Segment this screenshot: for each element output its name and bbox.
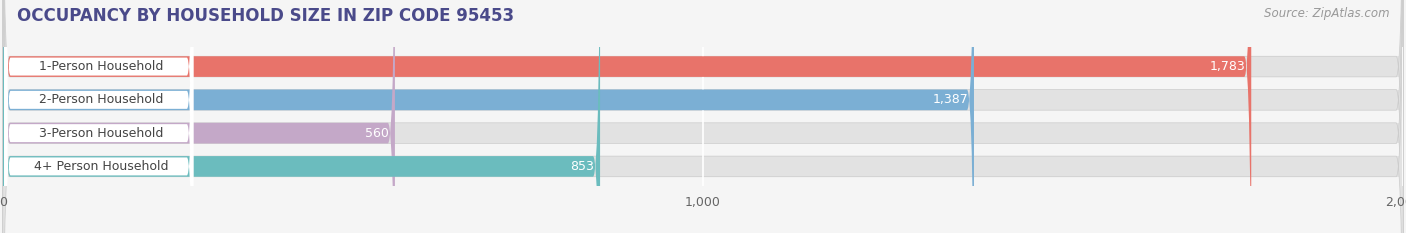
Bar — [3, 156, 1403, 177]
FancyBboxPatch shape — [4, 0, 193, 233]
FancyBboxPatch shape — [3, 0, 1403, 233]
Text: Source: ZipAtlas.com: Source: ZipAtlas.com — [1264, 7, 1389, 20]
FancyBboxPatch shape — [3, 0, 1403, 233]
FancyBboxPatch shape — [4, 0, 193, 233]
FancyBboxPatch shape — [3, 0, 600, 233]
Text: 1,783: 1,783 — [1211, 60, 1246, 73]
Text: 1-Person Household: 1-Person Household — [38, 60, 163, 73]
Text: 2-Person Household: 2-Person Household — [38, 93, 163, 106]
Text: 560: 560 — [366, 127, 389, 140]
FancyBboxPatch shape — [3, 0, 1403, 233]
Text: OCCUPANCY BY HOUSEHOLD SIZE IN ZIP CODE 95453: OCCUPANCY BY HOUSEHOLD SIZE IN ZIP CODE … — [17, 7, 515, 25]
Text: 1,387: 1,387 — [932, 93, 969, 106]
Bar — [3, 123, 1403, 144]
FancyBboxPatch shape — [3, 0, 395, 233]
Bar — [3, 56, 1403, 77]
FancyBboxPatch shape — [3, 0, 1251, 233]
FancyBboxPatch shape — [4, 0, 193, 233]
Bar — [3, 89, 1403, 110]
Text: 4+ Person Household: 4+ Person Household — [34, 160, 169, 173]
FancyBboxPatch shape — [3, 0, 1403, 233]
Text: 853: 853 — [571, 160, 595, 173]
FancyBboxPatch shape — [3, 0, 974, 233]
FancyBboxPatch shape — [4, 0, 193, 233]
Text: 3-Person Household: 3-Person Household — [38, 127, 163, 140]
